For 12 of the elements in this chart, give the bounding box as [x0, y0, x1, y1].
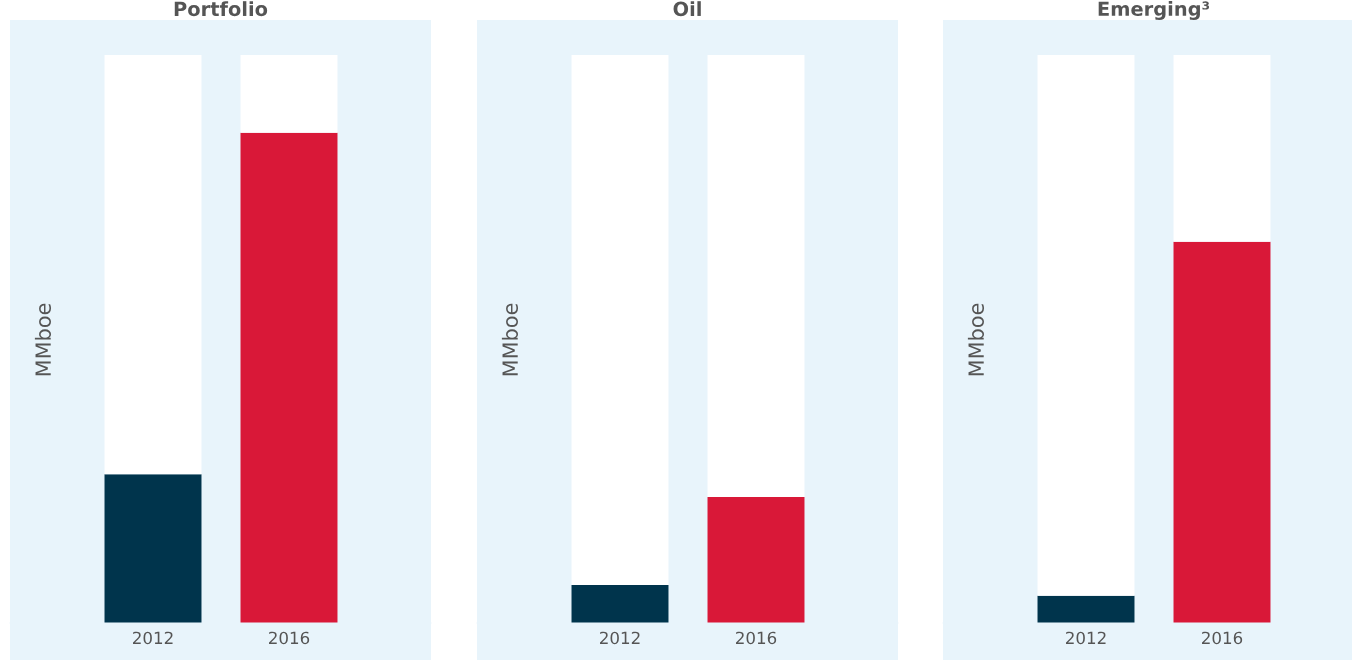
chart-title: Emerging³ — [1098, 1, 1210, 20]
y-axis-title: MMboe — [34, 303, 52, 376]
x-tick-label: 2016 — [736, 631, 777, 645]
x-tick-label: 2016 — [269, 631, 310, 645]
x-tick-label: 2012 — [600, 631, 640, 645]
y-axis-title: MMboe — [501, 303, 519, 376]
x-tick-label: 2016 — [1202, 631, 1243, 645]
chart-title: Oil — [673, 1, 701, 17]
y-axis-title: MMboe — [967, 303, 985, 376]
chart-title: Portfolio — [174, 1, 268, 17]
x-tick-label: 2012 — [1066, 631, 1106, 645]
x-tick-label: 2012 — [133, 631, 173, 645]
